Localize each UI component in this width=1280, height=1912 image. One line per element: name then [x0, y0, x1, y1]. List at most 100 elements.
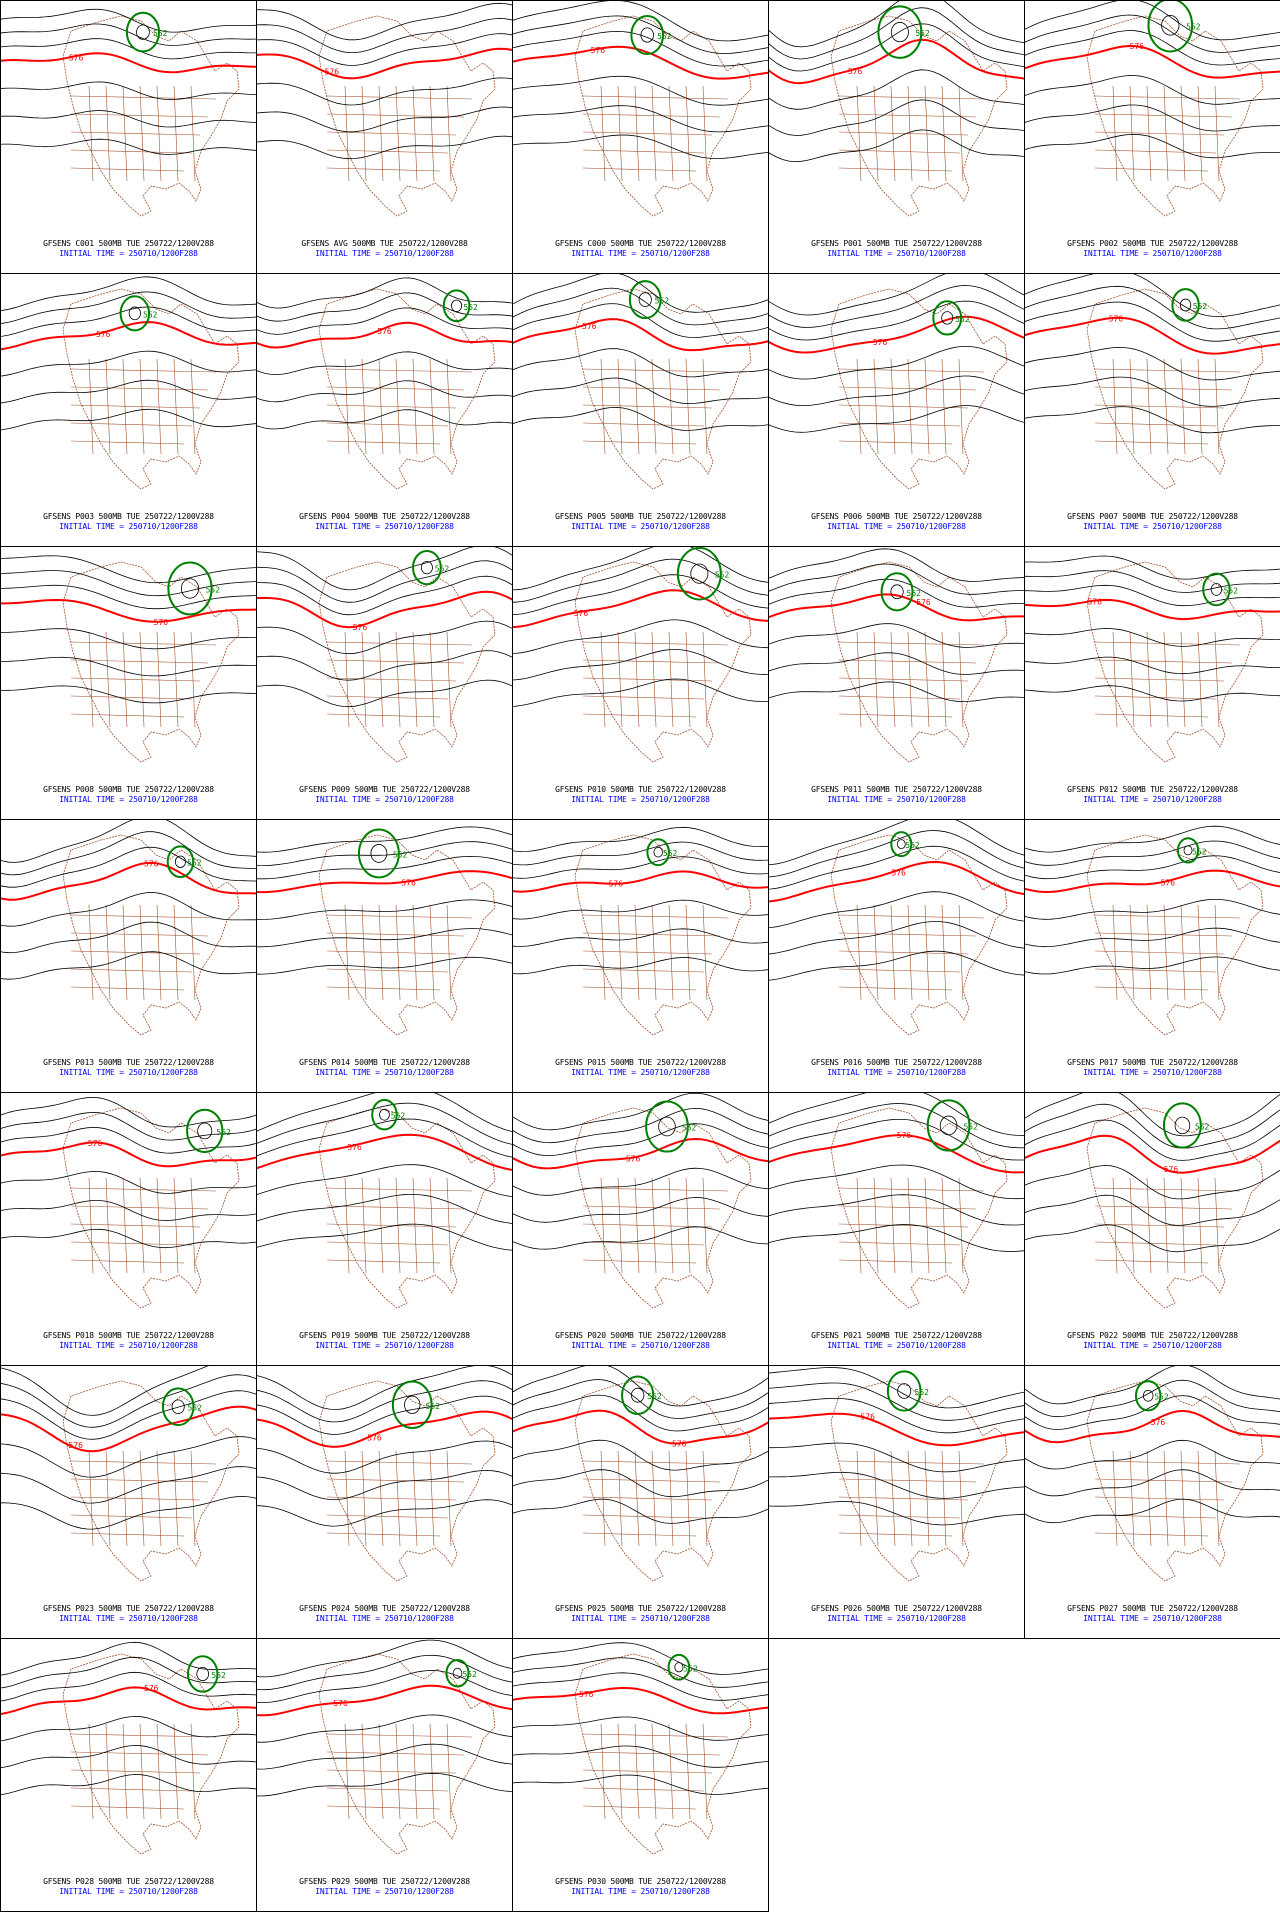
- state-line: [601, 1178, 605, 1273]
- init-time-label: INITIAL TIME = 250710/1200F288: [769, 522, 1025, 531]
- state-line: [327, 678, 456, 681]
- state-line: [1113, 905, 1117, 1000]
- state-line: [1095, 933, 1232, 936]
- height-contour: [769, 594, 1025, 620]
- state-line: [71, 1533, 184, 1536]
- state-line: [1095, 1188, 1240, 1191]
- state-line: [174, 1451, 178, 1546]
- contour-label: 552: [1192, 301, 1207, 310]
- state-line: [583, 1260, 696, 1263]
- state-line: [430, 1451, 434, 1546]
- state-line: [925, 1451, 929, 1546]
- state-line: [413, 359, 417, 454]
- height-contour: [257, 591, 513, 627]
- state-line: [925, 632, 929, 727]
- run-label: GFSENS P012 500MB TUE 250722/1200V288: [1025, 785, 1280, 794]
- state-line: [191, 1451, 195, 1546]
- state-line: [71, 915, 216, 918]
- height-contour: [513, 407, 769, 430]
- height-contour: [769, 99, 1025, 134]
- state-line: [1215, 632, 1219, 727]
- height-contour: [1, 409, 257, 430]
- state-line: [1095, 1533, 1208, 1536]
- state-line: [89, 632, 93, 727]
- state-line: [1095, 1206, 1232, 1209]
- height-contour: [769, 1472, 1025, 1498]
- state-line: [447, 1724, 451, 1819]
- state-line: [327, 387, 464, 390]
- state-line: [583, 1770, 712, 1773]
- state-line: [1095, 405, 1224, 408]
- state-line: [327, 915, 472, 918]
- init-time-label: INITIAL TIME = 250710/1200F288: [769, 795, 1025, 804]
- state-line: [857, 86, 861, 181]
- state-line: [71, 1806, 184, 1809]
- state-line: [157, 632, 161, 727]
- height-contour: [513, 348, 769, 376]
- run-label: GFSENS P022 500MB TUE 250722/1200V288: [1025, 1331, 1280, 1340]
- state-line: [942, 359, 946, 454]
- height-contour: [257, 1773, 513, 1796]
- run-label: GFSENS P020 500MB TUE 250722/1200V288: [513, 1331, 769, 1340]
- state-line: [71, 1461, 216, 1464]
- height-contour: [513, 1440, 769, 1470]
- state-line: [618, 1451, 622, 1546]
- state-line: [583, 951, 712, 954]
- height-contour: [769, 316, 1025, 352]
- state-line: [89, 359, 93, 454]
- state-line: [174, 905, 178, 1000]
- state-line: [1095, 678, 1224, 681]
- state-line: [874, 86, 878, 181]
- state-line: [839, 915, 984, 918]
- low-center: [897, 839, 905, 848]
- height-contour: [513, 827, 769, 851]
- state-line: [925, 905, 929, 1000]
- init-time-label: INITIAL TIME = 250710/1200F288: [513, 1341, 769, 1350]
- height-contour: [513, 842, 769, 865]
- state-line: [345, 1178, 349, 1273]
- height-contour: [1, 1466, 257, 1503]
- state-line: [1198, 86, 1202, 181]
- state-line: [839, 387, 976, 390]
- height-contour: [1, 555, 257, 582]
- contour-label: 576: [916, 598, 931, 607]
- state-line: [686, 359, 690, 454]
- height-contour: [513, 135, 769, 159]
- height-contour: [257, 928, 513, 946]
- map: 576: [257, 1, 513, 237]
- contour-label: 576: [1150, 1418, 1165, 1427]
- state-line: [669, 1178, 673, 1273]
- state-line: [942, 905, 946, 1000]
- state-line: [1181, 86, 1185, 181]
- contour-label: 552: [392, 850, 407, 859]
- state-line: [362, 905, 366, 1000]
- height-contour: [513, 957, 769, 973]
- state-line: [925, 359, 929, 454]
- run-label: GFSENS AVG 500MB TUE 250722/1200V288: [257, 239, 513, 248]
- state-line: [106, 632, 110, 727]
- height-contour: [1025, 1440, 1280, 1469]
- state-line: [583, 405, 712, 408]
- run-label: GFSENS P027 500MB TUE 250722/1200V288: [1025, 1604, 1280, 1613]
- state-line: [583, 642, 728, 645]
- height-contour: [769, 681, 1025, 701]
- state-line: [447, 86, 451, 181]
- height-contour: [1, 892, 257, 926]
- height-contour: [513, 1123, 769, 1155]
- state-line: [447, 1451, 451, 1546]
- state-line: [106, 1178, 110, 1273]
- state-line: [703, 632, 707, 727]
- height-contour: [1025, 75, 1280, 104]
